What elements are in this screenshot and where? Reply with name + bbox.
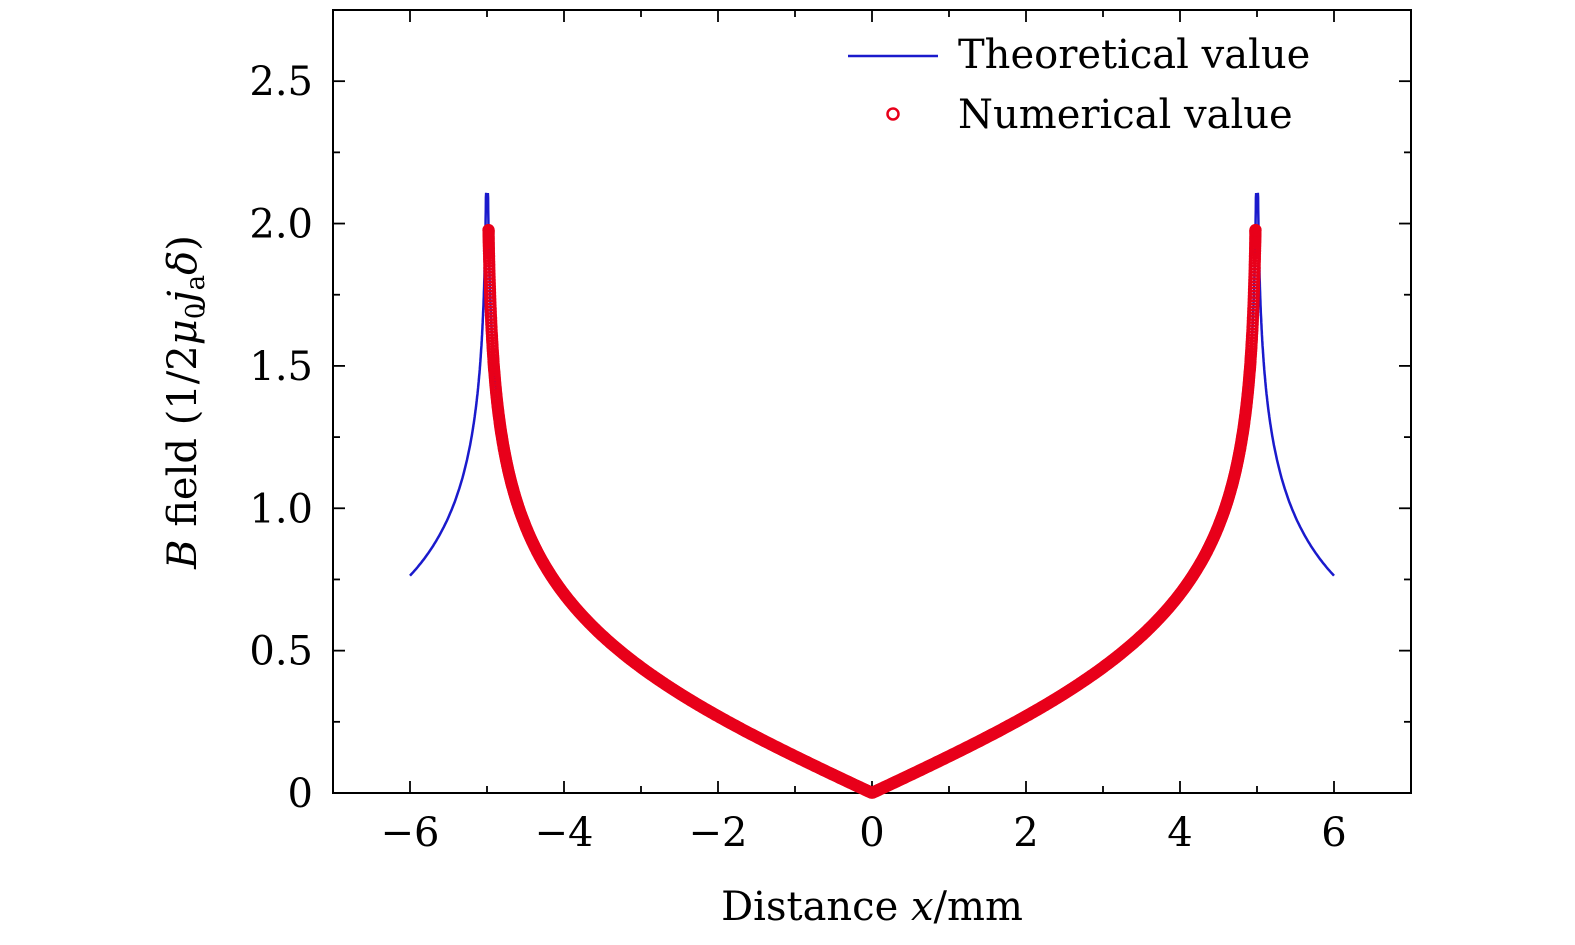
x-axis-title-var: x — [911, 884, 934, 930]
y-axis-title-sub0: 0 — [181, 303, 211, 320]
numerical-markers — [482, 223, 1262, 799]
x-axis-title: Distance x/mm — [721, 884, 1023, 930]
numerical-point — [1249, 223, 1262, 237]
x-axis-title-unit: /mm — [934, 884, 1023, 930]
legend-label-theoretical: Theoretical value — [958, 32, 1310, 78]
y-axis-title-text: field (1/2 — [160, 345, 206, 539]
legend: Theoretical value Numerical value — [848, 32, 1310, 138]
y-axis-title-delta: δ — [160, 251, 206, 275]
x-tick-label: 6 — [1321, 810, 1346, 856]
y-tick-label: 2.5 — [249, 59, 313, 105]
legend-marker-swatch — [886, 107, 900, 121]
x-axis-title-word: Distance — [721, 884, 911, 930]
legend-label-numerical: Numerical value — [958, 92, 1293, 138]
x-tick-label: 2 — [1013, 810, 1038, 856]
ticks — [332, 9, 1412, 794]
y-tick-label: 1.0 — [249, 486, 313, 532]
y-tick-label: 0.5 — [249, 629, 313, 675]
y-axis-title-mu: μ — [160, 319, 206, 345]
plot-area — [409, 192, 1335, 799]
y-tick-label: 0 — [288, 771, 313, 817]
tick-labels: −6 −4 −2 0 2 4 6 0 0.5 1.0 1.5 2.0 2.5 — [249, 59, 1346, 856]
y-axis-title: B field (1/2μ0jaδ) — [160, 235, 211, 570]
y-axis-title-var: B — [160, 539, 206, 569]
theoretical-line — [409, 192, 1335, 795]
x-tick-label: −2 — [689, 810, 748, 856]
y-axis-title-suba: a — [181, 275, 211, 291]
x-tick-label: 0 — [859, 810, 884, 856]
y-tick-label: 1.5 — [249, 344, 313, 390]
x-tick-label: −4 — [535, 810, 594, 856]
y-axis-title-close: ) — [160, 235, 206, 251]
x-tick-label: −6 — [381, 810, 440, 856]
x-tick-label: 4 — [1167, 810, 1192, 856]
y-tick-label: 2.0 — [249, 202, 313, 248]
